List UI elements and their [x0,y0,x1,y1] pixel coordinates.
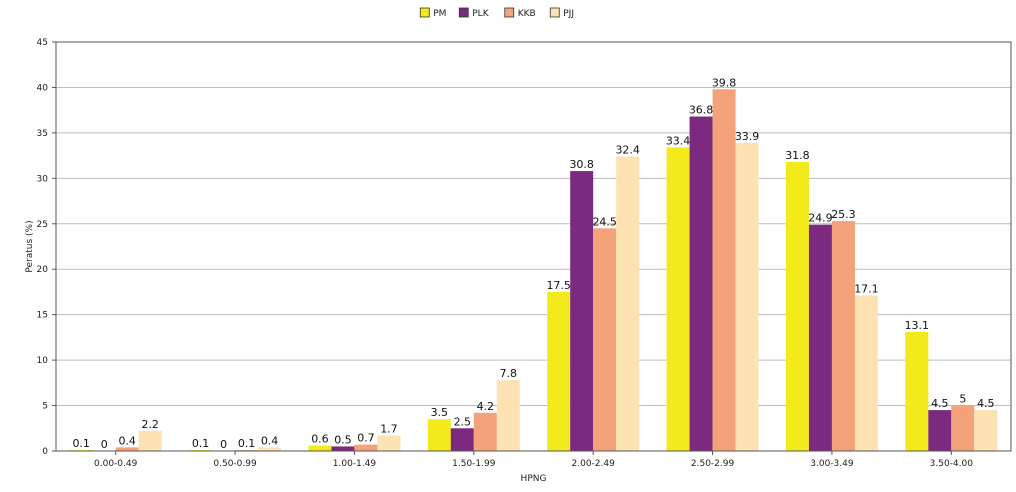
y-tick-label: 15 [37,311,48,321]
bar-pjj-0.50-0.99 [258,447,282,451]
bar-pjj-2.00-2.49 [616,156,640,451]
data-label-pjj: 4.5 [977,397,995,410]
bar-pjj-1.00-1.49 [377,435,401,451]
bar-kkb-2.50-2.99 [712,89,736,452]
x-tick-label: 2.00-2.49 [572,459,616,469]
y-axis-ticks: 0 5 10 15 20 25 30 35 40 45 [37,38,56,457]
bar-kkb-2.00-2.49 [593,228,617,451]
bar-plk-2.50-2.99 [689,116,713,451]
data-label-kkb: 24.5 [592,215,617,228]
legend: PM PLK KKB PJJ [419,7,574,19]
x-tick-label: 0.00-0.49 [94,459,138,469]
bar-pjj-3.50-4.00 [974,410,998,451]
data-label-plk: 0.5 [334,433,352,446]
gridlines [56,86,1011,407]
data-label-pm: 13.1 [905,319,930,332]
bar-pm-3.00-3.49 [785,161,809,451]
data-label-pjj: 33.9 [735,130,760,143]
x-tick-label: 1.50-1.99 [452,459,496,469]
data-label-pjj: 32.4 [615,144,640,157]
y-tick-label: 20 [37,265,49,275]
data-label-kkb: 39.8 [712,76,737,89]
data-label-pm: 0.1 [72,437,90,450]
data-label-plk: 0 [220,438,227,451]
legend-label-kkb: KKB [518,9,536,19]
data-label-kkb: 0.7 [357,432,375,445]
bar-plk-1.00-1.49 [331,446,355,451]
data-label-plk: 30.8 [569,158,594,171]
bar-pjj-2.50-2.99 [735,142,759,452]
y-tick-label: 30 [37,174,49,184]
data-label-kkb: 5 [959,393,966,406]
bar-plk-2.00-2.49 [570,171,594,451]
bar-pjj-0.00-0.49 [138,431,162,451]
bar-kkb-1.50-1.99 [473,412,497,451]
data-label-plk: 36.8 [689,104,714,117]
legend-label-pjj: PJJ [563,9,574,19]
data-label-pm: 0.6 [311,433,329,446]
data-labels: 0.1 0 0.4 2.2 0.1 0 0.1 0.4 0.6 0.5 0.7 1.7 3.5 2.5 4.… [72,76,994,451]
data-label-kkb: 0.4 [118,434,136,447]
data-label-pjj: 1.7 [380,423,398,436]
x-axis-ticks: 0.00-0.49 0.50-0.99 1.00-1.49 1.50-1.99 2.00… [94,451,973,469]
y-tick-label: 45 [37,38,48,48]
y-tick-label: 35 [37,129,48,139]
bar-pm-1.50-1.99 [427,419,451,451]
bar-pm-3.50-4.00 [905,331,929,451]
bar-kkb-1.00-1.49 [354,444,378,451]
data-label-kkb: 4.2 [477,400,495,413]
bar-kkb-0.00-0.49 [115,447,139,451]
y-tick-label: 40 [37,83,49,93]
x-tick-label: 2.50-2.99 [691,459,735,469]
legend-swatch-plk [458,7,469,18]
x-tick-label: 1.00-1.49 [333,459,377,469]
bar-pm-2.00-2.49 [547,291,571,451]
x-axis-title: HPNG [521,474,547,484]
legend-swatch-pjj [549,7,560,18]
data-label-pm: 17.5 [546,279,571,292]
x-tick-label: 0.50-0.99 [213,459,257,469]
bar-pjj-3.00-3.49 [854,295,878,451]
data-label-pjj: 0.4 [261,434,279,447]
data-label-pjj: 17.1 [854,283,879,296]
bar-pm-2.50-2.99 [666,147,690,452]
bar-pm-1.00-1.49 [308,445,332,451]
data-label-pm: 3.5 [431,406,449,419]
data-label-kkb: 25.3 [831,208,856,221]
bar-pjj-1.50-1.99 [496,380,520,451]
data-label-plk: 0 [101,438,108,451]
data-label-pjj: 7.8 [500,367,518,380]
legend-label-plk: PLK [472,9,489,19]
legend-label-pm: PM [433,9,446,19]
legend-swatch-pm [419,7,430,18]
bar-plk-3.50-4.00 [928,410,952,451]
x-tick-label: 3.00-3.49 [810,459,854,469]
bar-kkb-3.50-4.00 [951,405,975,451]
data-label-pm: 0.1 [192,437,210,450]
y-tick-label: 5 [42,402,48,412]
x-tick-label: 3.50-4.00 [930,459,974,469]
data-label-plk: 24.9 [808,212,833,225]
y-tick-label: 25 [37,220,48,230]
data-label-pm: 31.8 [785,149,810,162]
legend-swatch-kkb [504,7,515,18]
data-label-plk: 2.5 [454,415,472,428]
y-tick-label: 10 [37,356,49,366]
bar-kkb-3.00-3.49 [831,221,855,451]
bar-plk-3.00-3.49 [808,224,832,451]
y-axis-title: Peratus (%) [25,220,35,272]
bars [69,89,998,452]
data-label-kkb: 0.1 [238,437,256,450]
data-label-plk: 4.5 [931,397,949,410]
bar-plk-1.50-1.99 [450,428,474,451]
data-label-pjj: 2.2 [141,418,159,431]
plot-frame [55,41,1012,452]
data-label-pm: 33.4 [666,134,691,147]
y-tick-label: 0 [42,447,48,457]
